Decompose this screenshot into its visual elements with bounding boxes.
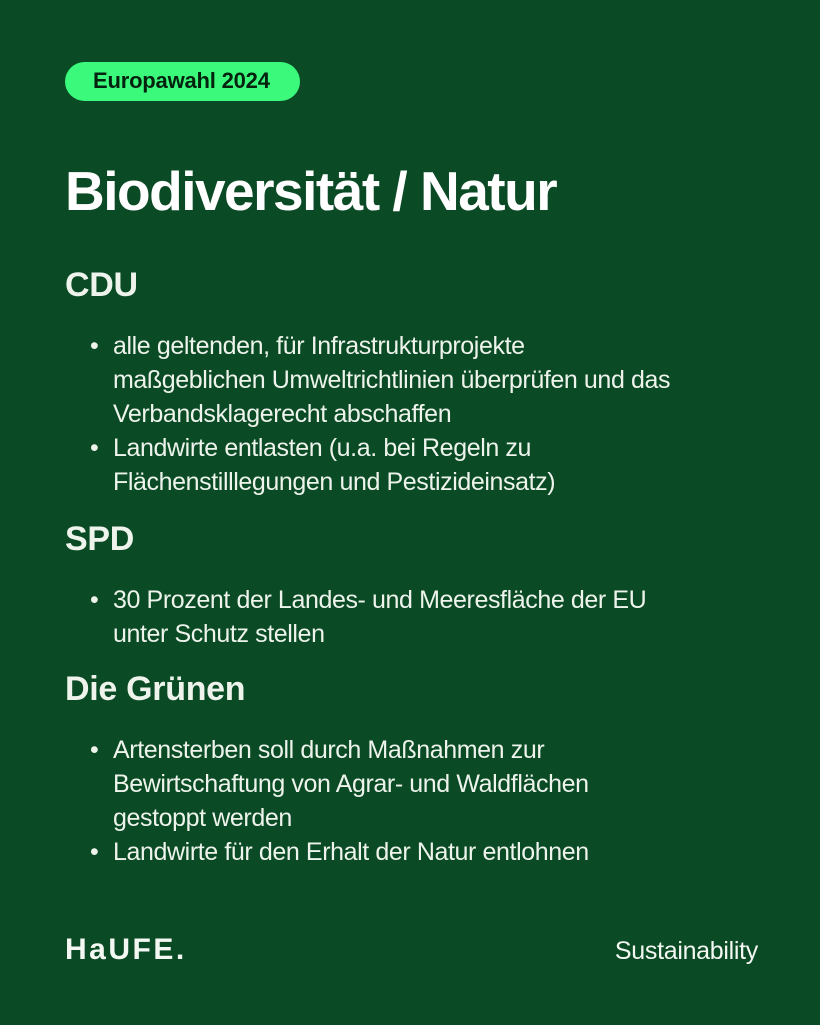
footer: HaUFE. Sustainability <box>65 933 758 968</box>
section-heading-die-gruenen: Die Grünen <box>65 670 246 708</box>
sustainability-label: Sustainability <box>614 937 758 965</box>
europawahl-badge: Europawahl 2024 <box>65 62 300 101</box>
bullet-list-cdu: alle geltenden, für Infrastrukturprojekt… <box>65 329 758 499</box>
section-cdu: CDU alle geltenden, für Infrastrukturpro… <box>65 265 758 499</box>
bullet-list-spd: 30 Prozent der Landes- und Meeresfläche … <box>65 583 758 651</box>
section-spd: SPD 30 Prozent der Landes- und Meeresflä… <box>65 519 758 651</box>
section-die-gruenen: Die Grünen Artensterben soll durch Maßna… <box>65 669 758 869</box>
page-title: Biodiversität / Natur <box>65 160 558 222</box>
bullet-item: Landwirte entlasten (u.a. bei Regeln zu … <box>90 431 758 499</box>
haufe-logo: HaUFE. <box>65 933 187 966</box>
section-heading-spd: SPD <box>65 520 135 558</box>
bullet-item: Artensterben soll durch Maßnahmen zur Be… <box>90 733 758 835</box>
bullet-item: Landwirte für den Erhalt der Natur entlo… <box>90 835 758 869</box>
bullet-list-die-gruenen: Artensterben soll durch Maßnahmen zur Be… <box>65 733 758 869</box>
bullet-item: alle geltenden, für Infrastrukturprojekt… <box>90 329 758 431</box>
section-heading-cdu: CDU <box>65 266 138 304</box>
bullet-item: 30 Prozent der Landes- und Meeresfläche … <box>90 583 758 651</box>
